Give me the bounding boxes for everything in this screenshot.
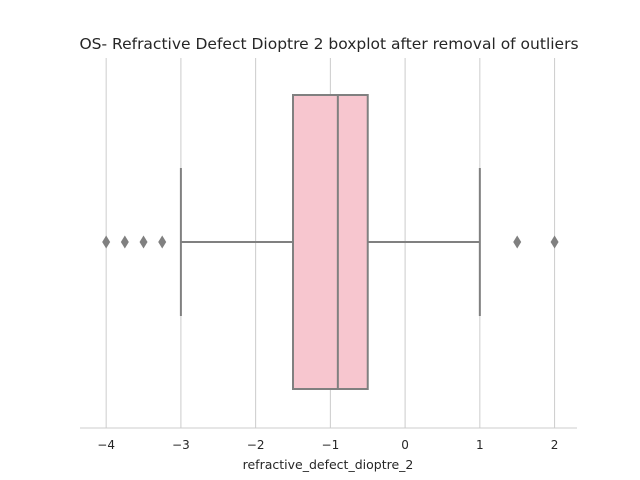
x-tick-label: −4 <box>97 438 115 452</box>
outlier-point <box>513 235 522 249</box>
x-tick-labels: −4 −3 −2 −1 0 1 2 <box>97 438 558 452</box>
chart-title: OS- Refractive Defect Dioptre 2 boxplot … <box>79 35 578 53</box>
interquartile-box <box>292 94 369 390</box>
x-tick-label: 1 <box>476 438 484 452</box>
outlier-point <box>102 235 111 249</box>
outlier-point <box>120 235 129 249</box>
x-tick-label: 2 <box>551 438 559 452</box>
x-axis-label: refractive_defect_dioptre_2 <box>243 457 414 472</box>
x-tick-label: −3 <box>172 438 190 452</box>
x-tick-label: −2 <box>247 438 265 452</box>
x-tick-label: 0 <box>401 438 409 452</box>
x-tick-label: −1 <box>322 438 340 452</box>
boxplot <box>102 94 559 390</box>
outlier-point <box>550 235 559 249</box>
outlier-point <box>139 235 148 249</box>
outlier-point <box>158 235 167 249</box>
